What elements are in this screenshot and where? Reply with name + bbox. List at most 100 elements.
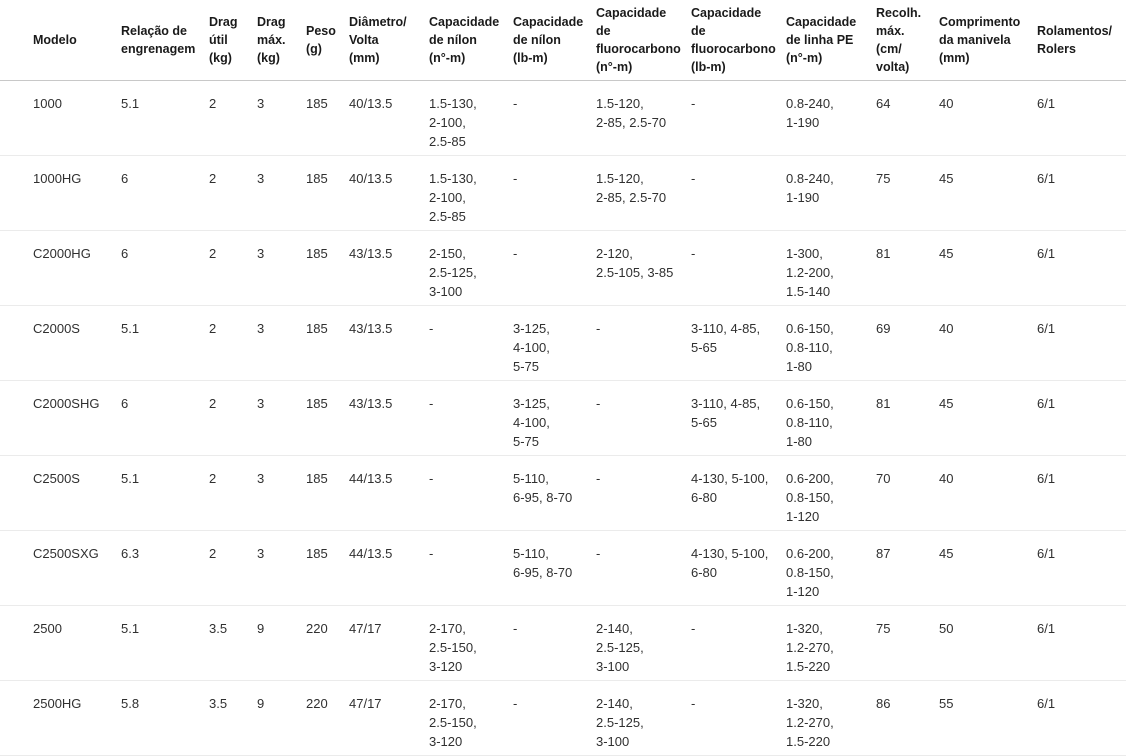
table-cell: 81 [876,246,891,261]
table-cell: 2-150, 2.5-125, 3-100 [429,246,477,299]
table-cell: 5.1 [121,96,140,111]
table-cell: 3 [257,96,265,111]
table-cell: 6/1 [1037,396,1056,411]
table-row: C2000HG 6 2 3 185 43/13.5 2-150, 2.5-125, 3-10… [0,231,1126,306]
table-cell: 75 [876,621,891,636]
table-cell: 185 [306,546,328,561]
table-cell: 6 [121,246,129,261]
table-cell: - [513,171,518,186]
table-cell: 40/13.5 [349,171,393,186]
table-cell: 43/13.5 [349,321,393,336]
table-cell: 4-130, 5-100, 6-80 [691,471,769,505]
table-cell: 2-170, 2.5-150, 3-120 [429,696,477,749]
table-cell: 2-170, 2.5-150, 3-120 [429,621,477,674]
column-header: Recolh. máx. (cm/ volta) [876,6,922,74]
table-cell: 45 [939,171,954,186]
table-cell: 0.6-150, 0.8-110, 1-80 [786,321,834,374]
column-header: Capacidade de linha PE (n°-m) [786,15,857,65]
table-cell: 3-110, 4-85, 5-65 [691,396,761,430]
column-header: Comprimento da manivela (mm) [939,15,1021,65]
table-cell: 40 [939,96,954,111]
table-cell: 9 [257,696,265,711]
table-cell: 3-125, 4-100, 5-75 [513,396,550,449]
table-cell: 40 [939,471,954,486]
table-cell: 1.5-120, 2-85, 2.5-70 [596,96,667,130]
table-cell: 1-320, 1.2-270, 1.5-220 [786,621,834,674]
table-cell: 43/13.5 [349,396,393,411]
column-header: Capacidade de nílon (n°-m) [429,15,500,65]
model-cell: 2500HG [33,696,82,711]
table-cell: 6/1 [1037,696,1056,711]
model-cell: C2500SXG [33,546,99,561]
table-cell: 55 [939,696,954,711]
table-cell: 0.8-240, 1-190 [786,171,834,205]
table-cell: - [596,396,601,411]
table-cell: 6/1 [1037,471,1056,486]
table-cell: 44/13.5 [349,546,393,561]
column-header: Drag útil (kg) [209,15,238,65]
table-cell: - [513,696,518,711]
table-row: 1000 5.1 2 3 185 40/13.5 1.5-130, 2-100, 2.5-8… [0,81,1126,156]
table-cell: 2 [209,96,217,111]
table-cell: 2 [209,321,217,336]
table-cell: 4-130, 5-100, 6-80 [691,546,769,580]
column-header: Capacidade de fluorocarbono (lb-m) [691,6,776,74]
table-cell: 5-110, 6-95, 8-70 [513,471,573,505]
table-cell: 45 [939,396,954,411]
table-cell: 6 [121,396,129,411]
column-header: Drag máx. (kg) [257,15,286,65]
table-cell: - [596,321,601,336]
table-cell: 87 [876,546,891,561]
table-cell: 5-110, 6-95, 8-70 [513,546,573,580]
table-cell: 64 [876,96,891,111]
model-cell: C2000HG [33,246,91,261]
table-cell: 6/1 [1037,96,1056,111]
column-header: Capacidade de fluorocarbono (n°-m) [596,6,681,74]
column-header: Diâmetro/ Volta (mm) [349,15,407,65]
table-cell: 0.6-200, 0.8-150, 1-120 [786,546,834,599]
table-row: 1000HG 6 2 3 185 40/13.5 1.5-130, 2-100, 2.5-8… [0,156,1126,231]
table-row: C2000S 5.1 2 3 185 43/13.5 - 3-125, 4-100, 5-75… [0,306,1126,381]
table-cell: 50 [939,621,954,636]
table-cell: 3-110, 4-85, 5-65 [691,321,761,355]
table-cell: - [691,696,696,711]
table-cell: 6/1 [1037,171,1056,186]
table-cell: 185 [306,321,328,336]
table-cell: 9 [257,621,265,636]
table-cell: 185 [306,96,328,111]
table-cell: 0.6-150, 0.8-110, 1-80 [786,396,834,449]
table-cell: 6/1 [1037,321,1056,336]
table-cell: 2 [209,471,217,486]
table-cell: 69 [876,321,891,336]
table-cell: 3.5 [209,621,228,636]
table-cell: 5.1 [121,471,140,486]
table-body: 1000 5.1 2 3 185 40/13.5 1.5-130, 2-100, 2.5-8… [0,81,1126,756]
table-cell: 5.1 [121,321,140,336]
table-cell: - [513,621,518,636]
table-cell: 3 [257,246,265,261]
table-cell: 1.5-130, 2-100, 2.5-85 [429,96,477,149]
table-row: C2500S 5.1 2 3 185 44/13.5 - 5-110, 6-95, 8-70 -… [0,456,1126,531]
table-cell: 45 [939,246,954,261]
table-cell: 81 [876,396,891,411]
table-cell: - [596,471,601,486]
table-cell: 2 [209,546,217,561]
table-cell: 6 [121,171,129,186]
table-cell: - [691,246,696,261]
table-cell: 185 [306,396,328,411]
table-cell: - [429,471,434,486]
table-cell: 3 [257,396,265,411]
table-cell: 45 [939,546,954,561]
table-cell: 44/13.5 [349,471,393,486]
table-cell: 185 [306,246,328,261]
table-cell: 3 [257,546,265,561]
table-cell: 1-300, 1.2-200, 1.5-140 [786,246,834,299]
table-cell: 220 [306,696,328,711]
model-cell: 1000HG [33,171,82,186]
table-cell: - [596,546,601,561]
table-cell: - [691,621,696,636]
table-cell: 5.1 [121,621,140,636]
model-cell: 1000 [33,96,62,111]
table-cell: 0.8-240, 1-190 [786,96,834,130]
